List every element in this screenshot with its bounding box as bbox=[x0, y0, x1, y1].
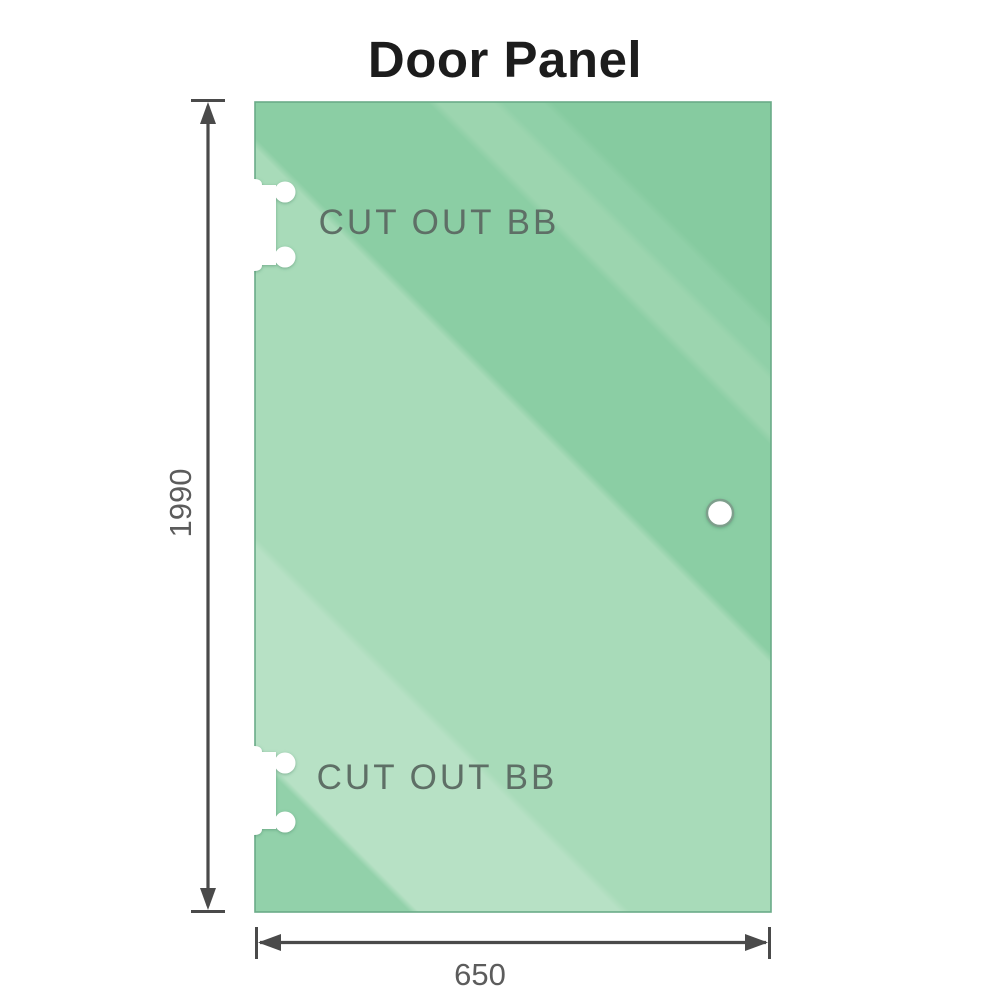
height-dimension-label: 1990 bbox=[163, 468, 198, 538]
handle-hole bbox=[705, 498, 735, 528]
page-title: Door Panel bbox=[367, 31, 643, 88]
width-dimension-label: 650 bbox=[454, 957, 506, 992]
glass-panel bbox=[254, 101, 772, 913]
hinge-cutout-top bbox=[254, 179, 296, 271]
cutout-label-top: CUT OUT BB bbox=[318, 203, 560, 242]
glass-panel-drawing bbox=[254, 101, 772, 913]
width-dimension-arrow bbox=[255, 927, 771, 959]
hinge-cutout-bottom bbox=[254, 746, 296, 835]
cutout-label-bottom: CUT OUT BB bbox=[316, 758, 558, 797]
